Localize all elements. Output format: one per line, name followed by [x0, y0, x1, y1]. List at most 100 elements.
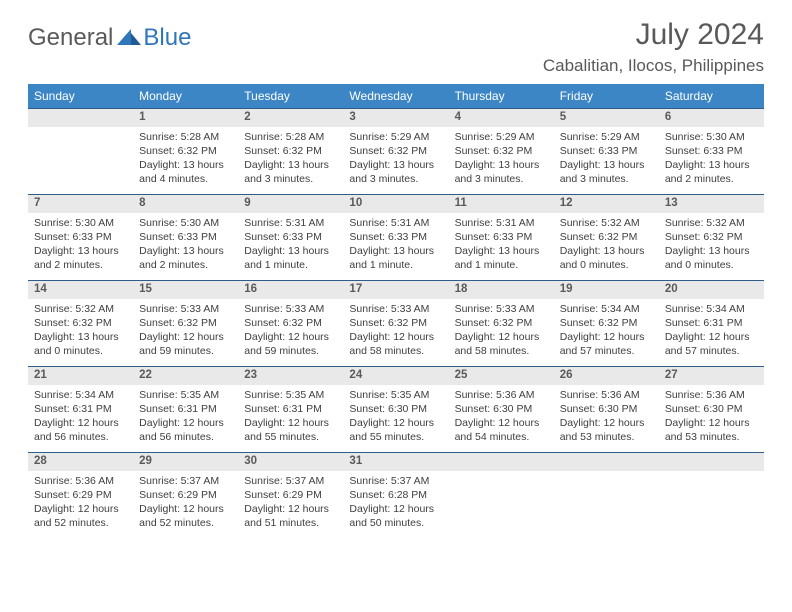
- day-cell: Sunrise: 5:35 AMSunset: 6:30 PMDaylight:…: [343, 385, 448, 453]
- sunset-text: Sunset: 6:33 PM: [244, 230, 337, 244]
- sunset-text: Sunset: 6:31 PM: [665, 316, 758, 330]
- day-number: 12: [554, 195, 659, 213]
- day-cell: Sunrise: 5:31 AMSunset: 6:33 PMDaylight:…: [238, 213, 343, 281]
- sunrise-text: Sunrise: 5:32 AM: [34, 302, 127, 316]
- daylight-text: Daylight: 13 hours and 0 minutes.: [560, 244, 653, 272]
- sunset-text: Sunset: 6:32 PM: [139, 144, 232, 158]
- daylight-text: Daylight: 12 hours and 55 minutes.: [349, 416, 442, 444]
- daylight-text: Daylight: 12 hours and 55 minutes.: [244, 416, 337, 444]
- day-cell: Sunrise: 5:36 AMSunset: 6:29 PMDaylight:…: [28, 471, 133, 539]
- sunrise-text: Sunrise: 5:37 AM: [244, 474, 337, 488]
- sunrise-text: Sunrise: 5:34 AM: [34, 388, 127, 402]
- sunset-text: Sunset: 6:30 PM: [349, 402, 442, 416]
- sunset-text: Sunset: 6:32 PM: [455, 316, 548, 330]
- calendar-table: Sunday Monday Tuesday Wednesday Thursday…: [28, 84, 764, 539]
- brand-word1: General: [28, 24, 113, 52]
- day-cell: Sunrise: 5:33 AMSunset: 6:32 PMDaylight:…: [343, 299, 448, 367]
- header: General Blue July 2024 Cabalitian, Iloco…: [28, 18, 764, 76]
- day-number: [28, 109, 133, 127]
- daylight-text: Daylight: 12 hours and 54 minutes.: [455, 416, 548, 444]
- daylight-text: Daylight: 12 hours and 53 minutes.: [665, 416, 758, 444]
- sunrise-text: Sunrise: 5:35 AM: [244, 388, 337, 402]
- sunset-text: Sunset: 6:32 PM: [139, 316, 232, 330]
- day-number: 17: [343, 281, 448, 299]
- day-number: 30: [238, 453, 343, 471]
- sunrise-text: Sunrise: 5:36 AM: [455, 388, 548, 402]
- daylight-text: Daylight: 13 hours and 3 minutes.: [455, 158, 548, 186]
- sunset-text: Sunset: 6:30 PM: [455, 402, 548, 416]
- sunrise-text: Sunrise: 5:28 AM: [244, 130, 337, 144]
- day-content-row: Sunrise: 5:32 AMSunset: 6:32 PMDaylight:…: [28, 299, 764, 367]
- daynum-row: 78910111213: [28, 195, 764, 213]
- day-cell: Sunrise: 5:31 AMSunset: 6:33 PMDaylight:…: [343, 213, 448, 281]
- daynum-row: 123456: [28, 109, 764, 127]
- day-number: 18: [449, 281, 554, 299]
- sunrise-text: Sunrise: 5:35 AM: [349, 388, 442, 402]
- daylight-text: Daylight: 12 hours and 58 minutes.: [455, 330, 548, 358]
- weekday-header: Friday: [554, 84, 659, 109]
- sunrise-text: Sunrise: 5:33 AM: [455, 302, 548, 316]
- day-cell: Sunrise: 5:36 AMSunset: 6:30 PMDaylight:…: [659, 385, 764, 453]
- day-cell: Sunrise: 5:30 AMSunset: 6:33 PMDaylight:…: [133, 213, 238, 281]
- day-number: 19: [554, 281, 659, 299]
- daylight-text: Daylight: 13 hours and 0 minutes.: [34, 330, 127, 358]
- sunset-text: Sunset: 6:33 PM: [34, 230, 127, 244]
- brand-logo: General Blue: [28, 24, 191, 52]
- daylight-text: Daylight: 13 hours and 1 minute.: [455, 244, 548, 272]
- daylight-text: Daylight: 13 hours and 1 minute.: [244, 244, 337, 272]
- weekday-header: Thursday: [449, 84, 554, 109]
- page-title: July 2024: [543, 18, 764, 52]
- daylight-text: Daylight: 12 hours and 51 minutes.: [244, 502, 337, 530]
- day-cell: Sunrise: 5:34 AMSunset: 6:32 PMDaylight:…: [554, 299, 659, 367]
- sunset-text: Sunset: 6:32 PM: [244, 316, 337, 330]
- sunrise-text: Sunrise: 5:37 AM: [139, 474, 232, 488]
- sunrise-text: Sunrise: 5:32 AM: [560, 216, 653, 230]
- day-cell: [659, 471, 764, 539]
- daylight-text: Daylight: 12 hours and 52 minutes.: [139, 502, 232, 530]
- day-cell: Sunrise: 5:37 AMSunset: 6:29 PMDaylight:…: [133, 471, 238, 539]
- day-number: 24: [343, 367, 448, 385]
- daylight-text: Daylight: 12 hours and 59 minutes.: [244, 330, 337, 358]
- day-content-row: Sunrise: 5:34 AMSunset: 6:31 PMDaylight:…: [28, 385, 764, 453]
- day-cell: Sunrise: 5:35 AMSunset: 6:31 PMDaylight:…: [238, 385, 343, 453]
- day-cell: Sunrise: 5:36 AMSunset: 6:30 PMDaylight:…: [449, 385, 554, 453]
- daylight-text: Daylight: 13 hours and 4 minutes.: [139, 158, 232, 186]
- sunset-text: Sunset: 6:33 PM: [455, 230, 548, 244]
- day-number: 22: [133, 367, 238, 385]
- sunrise-text: Sunrise: 5:31 AM: [244, 216, 337, 230]
- day-content-row: Sunrise: 5:36 AMSunset: 6:29 PMDaylight:…: [28, 471, 764, 539]
- daylight-text: Daylight: 12 hours and 57 minutes.: [560, 330, 653, 358]
- day-number: 15: [133, 281, 238, 299]
- sunset-text: Sunset: 6:31 PM: [139, 402, 232, 416]
- sunrise-text: Sunrise: 5:29 AM: [349, 130, 442, 144]
- day-cell: Sunrise: 5:30 AMSunset: 6:33 PMDaylight:…: [659, 127, 764, 195]
- day-number: 29: [133, 453, 238, 471]
- brand-mark-icon: [117, 29, 141, 47]
- day-cell: Sunrise: 5:32 AMSunset: 6:32 PMDaylight:…: [28, 299, 133, 367]
- day-cell: Sunrise: 5:37 AMSunset: 6:28 PMDaylight:…: [343, 471, 448, 539]
- day-number: 10: [343, 195, 448, 213]
- day-number: [554, 453, 659, 471]
- daynum-row: 14151617181920: [28, 281, 764, 299]
- daylight-text: Daylight: 13 hours and 3 minutes.: [244, 158, 337, 186]
- day-cell: Sunrise: 5:28 AMSunset: 6:32 PMDaylight:…: [238, 127, 343, 195]
- sunset-text: Sunset: 6:33 PM: [665, 144, 758, 158]
- daylight-text: Daylight: 12 hours and 56 minutes.: [34, 416, 127, 444]
- day-content-row: Sunrise: 5:30 AMSunset: 6:33 PMDaylight:…: [28, 213, 764, 281]
- sunset-text: Sunset: 6:30 PM: [560, 402, 653, 416]
- day-number: 21: [28, 367, 133, 385]
- day-number: 11: [449, 195, 554, 213]
- day-cell: Sunrise: 5:32 AMSunset: 6:32 PMDaylight:…: [659, 213, 764, 281]
- day-cell: Sunrise: 5:30 AMSunset: 6:33 PMDaylight:…: [28, 213, 133, 281]
- sunset-text: Sunset: 6:32 PM: [244, 144, 337, 158]
- day-number: [659, 453, 764, 471]
- day-number: 31: [343, 453, 448, 471]
- sunset-text: Sunset: 6:33 PM: [349, 230, 442, 244]
- sunrise-text: Sunrise: 5:36 AM: [665, 388, 758, 402]
- day-number: 25: [449, 367, 554, 385]
- daylight-text: Daylight: 12 hours and 56 minutes.: [139, 416, 232, 444]
- day-number: 23: [238, 367, 343, 385]
- sunset-text: Sunset: 6:31 PM: [244, 402, 337, 416]
- day-number: 2: [238, 109, 343, 127]
- day-cell: Sunrise: 5:35 AMSunset: 6:31 PMDaylight:…: [133, 385, 238, 453]
